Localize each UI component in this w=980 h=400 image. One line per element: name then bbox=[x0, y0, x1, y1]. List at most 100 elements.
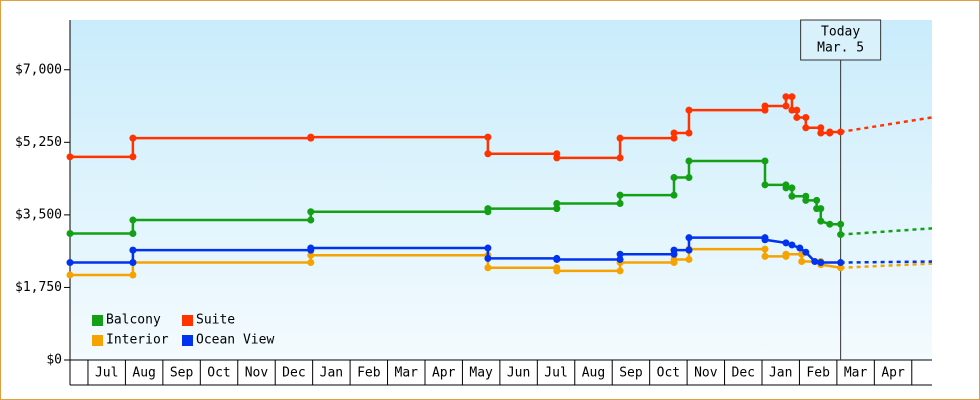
price-point bbox=[788, 241, 796, 249]
price-point bbox=[685, 234, 693, 242]
price-point bbox=[616, 191, 624, 199]
x-tick-label: Sep bbox=[170, 366, 194, 381]
price-point bbox=[484, 133, 492, 141]
price-point bbox=[66, 230, 74, 238]
price-point bbox=[307, 208, 315, 216]
price-point bbox=[782, 184, 790, 192]
legend-label: Ocean View bbox=[196, 333, 274, 348]
x-tick-label: Sep bbox=[619, 366, 643, 381]
x-tick-label: Aug bbox=[132, 366, 155, 381]
x-tick-label: Dec bbox=[282, 366, 305, 381]
x-tick-label: Apr bbox=[881, 366, 905, 381]
price-point bbox=[788, 184, 796, 192]
price-point bbox=[813, 196, 821, 204]
price-point bbox=[802, 248, 810, 256]
x-tick-label: May bbox=[469, 366, 493, 381]
x-tick-label: Mar bbox=[844, 366, 868, 381]
price-point bbox=[484, 264, 492, 272]
legend-label: Interior bbox=[106, 333, 169, 348]
price-point bbox=[685, 157, 693, 165]
price-point bbox=[307, 244, 315, 252]
plot-area bbox=[70, 20, 932, 360]
price-point bbox=[307, 216, 315, 224]
price-point bbox=[782, 93, 790, 101]
x-tick-label: Apr bbox=[432, 366, 456, 381]
price-point bbox=[802, 196, 810, 204]
x-tick-label: Feb bbox=[806, 366, 830, 381]
price-point bbox=[685, 255, 693, 263]
price-point bbox=[817, 205, 825, 213]
legend-label: Suite bbox=[196, 313, 235, 328]
legend-swatch bbox=[182, 315, 193, 326]
chart-layer: $0 $1,750 $3,500 $5,250 $7,000 Jul Aug Sep Oct No… bbox=[15, 19, 933, 386]
x-tick-label: Mar bbox=[395, 366, 419, 381]
x-tick-label: Oct bbox=[657, 366, 680, 381]
price-point bbox=[782, 250, 790, 258]
price-point bbox=[553, 267, 561, 275]
today-label: Mar. 5 bbox=[817, 41, 864, 56]
x-tick-label: Jul bbox=[544, 366, 567, 381]
x-tick-label: Feb bbox=[357, 366, 381, 381]
price-point bbox=[616, 154, 624, 162]
price-point bbox=[129, 216, 137, 224]
price-point bbox=[761, 102, 769, 110]
price-point bbox=[129, 246, 137, 254]
price-point bbox=[307, 133, 315, 141]
x-tick-label: Dec bbox=[732, 366, 755, 381]
price-point bbox=[66, 259, 74, 267]
price-point bbox=[129, 153, 137, 161]
price-point bbox=[798, 258, 806, 266]
price-point bbox=[837, 128, 845, 136]
price-point bbox=[484, 205, 492, 213]
price-point bbox=[782, 239, 790, 247]
price-point bbox=[685, 129, 693, 137]
y-tick-label: $5,250 bbox=[15, 135, 62, 150]
price-point bbox=[129, 271, 137, 279]
price-point bbox=[129, 134, 137, 142]
price-point bbox=[796, 244, 804, 252]
price-point bbox=[761, 181, 769, 189]
price-point bbox=[837, 264, 845, 272]
price-point bbox=[307, 259, 315, 267]
price-point bbox=[484, 244, 492, 252]
y-tick-label: $3,500 bbox=[15, 207, 62, 222]
price-point bbox=[788, 106, 796, 114]
x-tick-label: Jun bbox=[507, 366, 530, 381]
price-point bbox=[129, 230, 137, 238]
price-point bbox=[837, 259, 845, 267]
y-tick-label: $0 bbox=[46, 353, 62, 368]
x-tick-label: Nov bbox=[245, 366, 269, 381]
price-point bbox=[670, 129, 678, 137]
x-tick-label: Nov bbox=[694, 366, 718, 381]
price-point bbox=[788, 93, 796, 101]
x-tick-label: Aug bbox=[582, 366, 605, 381]
price-point bbox=[616, 267, 624, 275]
legend-label: Balcony bbox=[106, 313, 161, 328]
x-tick-label: Jan bbox=[320, 366, 343, 381]
price-point bbox=[826, 128, 834, 136]
x-tick-label: Jul bbox=[95, 366, 118, 381]
y-tick-label: $1,750 bbox=[15, 280, 62, 295]
price-point bbox=[670, 246, 678, 254]
price-point bbox=[484, 150, 492, 158]
price-point bbox=[761, 236, 769, 244]
legend-swatch bbox=[182, 335, 193, 346]
price-point bbox=[793, 106, 801, 114]
today-label: Today bbox=[821, 25, 860, 40]
price-point bbox=[802, 124, 810, 132]
price-point bbox=[817, 129, 825, 137]
price-point bbox=[66, 153, 74, 161]
price-point bbox=[307, 251, 315, 259]
price-point bbox=[817, 217, 825, 225]
price-point bbox=[670, 255, 678, 263]
today-box bbox=[800, 19, 882, 61]
price-point bbox=[802, 113, 810, 121]
price-point bbox=[616, 134, 624, 142]
price-point bbox=[553, 205, 561, 213]
price-point bbox=[670, 191, 678, 199]
price-point bbox=[817, 259, 825, 267]
price-point bbox=[811, 258, 819, 266]
price-point bbox=[616, 250, 624, 258]
price-point bbox=[817, 124, 825, 132]
